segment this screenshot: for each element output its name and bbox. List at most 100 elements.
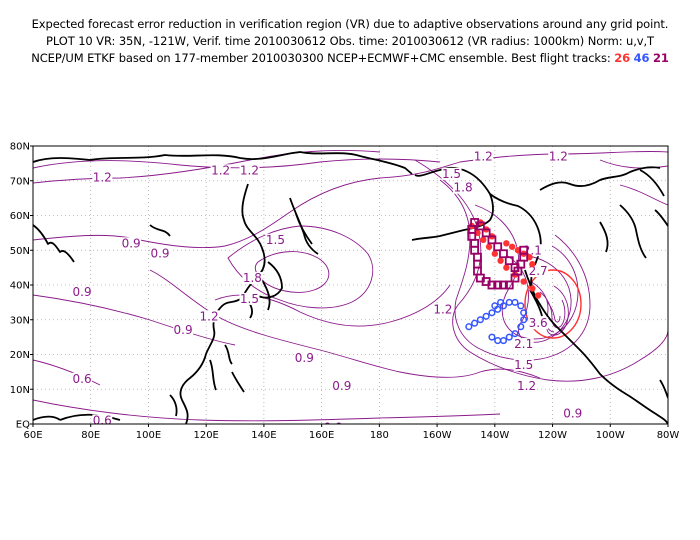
- lon-label: 120W: [538, 430, 567, 441]
- track-46-marker: [476, 316, 484, 324]
- track-26-marker: [508, 243, 516, 250]
- track-26-marker: [503, 240, 510, 247]
- longitude-labels: 60E 80E 100E 120E 140E 160E 180 160W 140W 120W 100…: [23, 430, 679, 441]
- track-46-marker: [497, 298, 505, 306]
- track-46-marker: [491, 302, 499, 310]
- contour-label: 1.2: [549, 149, 568, 163]
- lat-label: 10N: [10, 385, 30, 396]
- contour-label: 1.5: [442, 167, 461, 181]
- track-21-marker: [493, 242, 503, 252]
- contour-label-bg: [323, 421, 344, 424]
- contour-label-bg: [294, 351, 315, 364]
- lon-label: 80E: [81, 430, 100, 441]
- lon-label: 160W: [423, 430, 452, 441]
- track-21-marker: [504, 256, 514, 266]
- lat-label: 40N: [10, 281, 30, 292]
- contour-label: 1.2: [93, 170, 112, 184]
- track-26-marker: [520, 278, 527, 285]
- contour-label: 3.6: [529, 316, 548, 330]
- lon-label: 140E: [251, 430, 276, 441]
- verification-region-circle: [524, 269, 582, 339]
- contour-label: 1.2: [240, 163, 259, 177]
- contour-label: 0.6: [73, 372, 92, 386]
- track-46-marker: [511, 330, 519, 338]
- contour-label: 1.5: [240, 292, 259, 306]
- contour-label: 0.9: [174, 323, 193, 337]
- track-26-marker: [503, 264, 510, 271]
- contour-label: 0.9: [563, 407, 582, 421]
- lat-label: 20N: [10, 350, 30, 361]
- lon-label: 160E: [309, 430, 334, 441]
- track-26-marker: [534, 292, 542, 299]
- track-46-marker: [511, 298, 519, 306]
- contour-label: 2.1: [514, 337, 533, 351]
- track-21-marker: [467, 231, 477, 241]
- lat-label: 50N: [10, 246, 30, 257]
- lon-label: 180: [370, 430, 389, 441]
- track-number-21: 21: [652, 51, 669, 65]
- contour-label-bg: [121, 237, 142, 250]
- contour-label-bg: [210, 164, 231, 177]
- lat-label: 70N: [10, 176, 30, 187]
- lon-label: 120E: [193, 430, 218, 441]
- contour-label-bg: [92, 171, 113, 184]
- contour-label: 1.8: [454, 181, 473, 195]
- contour-label: 1.5: [266, 233, 285, 247]
- lat-label: 30N: [10, 315, 30, 326]
- contour-label: 0.9: [73, 285, 92, 299]
- title-line-1: Expected forecast error reduction in ver…: [31, 17, 669, 31]
- contour-label-bg: [441, 167, 462, 180]
- title-line-3-prefix: NCEP/UM ETKF based on 177-member 2010030…: [31, 51, 611, 65]
- contour-label-bg: [528, 317, 549, 330]
- contour-label-bg: [92, 414, 113, 424]
- contour-label: 1.2: [474, 149, 493, 163]
- track-46-marker: [505, 333, 513, 341]
- track-26-marker: [480, 236, 487, 244]
- contour-label-bg: [548, 150, 569, 163]
- latitude-labels: 80N 70N 60N 50N 40N 30N 20N 10N EQ: [10, 142, 30, 431]
- contour-label: 1.2: [200, 309, 219, 323]
- track-26-marker: [529, 260, 536, 268]
- contour-label: 0.9: [332, 379, 351, 393]
- contour-label-bg: [331, 379, 352, 392]
- track-46-marker: [520, 309, 528, 317]
- track-number-46: 46: [633, 51, 650, 65]
- track-21-marker: [487, 235, 497, 245]
- contour-label-bg: [432, 303, 453, 316]
- track-46-marker: [488, 333, 496, 341]
- contour-label-bg: [150, 247, 170, 260]
- contour-label-bg: [173, 324, 194, 337]
- track-46-marker: [517, 302, 525, 310]
- lon-label: 60E: [23, 430, 42, 441]
- lat-label: 60N: [10, 211, 30, 222]
- contour-label: 2.7: [529, 264, 548, 278]
- contour-label-bg: [516, 379, 537, 392]
- track-21-marker: [510, 263, 520, 273]
- track-21-marker: [499, 280, 508, 290]
- lon-label: 140W: [480, 430, 509, 441]
- contour-label-bg: [473, 150, 494, 163]
- contour-label-bg: [72, 285, 93, 298]
- track-21-marker: [475, 221, 485, 231]
- contour-label-bg: [239, 164, 260, 177]
- contour-label-bg: [453, 181, 474, 194]
- lat-label: 80N: [10, 142, 30, 153]
- contour-label: 1.5: [514, 358, 533, 372]
- contour-label-bg: [513, 358, 534, 371]
- track-26-marker: [497, 257, 504, 264]
- title-line-3: NCEP/UM ETKF based on 177-member 2010030…: [0, 51, 700, 65]
- track-21-marker: [519, 245, 529, 255]
- lon-label: 100W: [596, 430, 625, 441]
- track-21-marker: [504, 280, 514, 290]
- contour-label: 1.2: [211, 163, 230, 177]
- coastlines: [33, 151, 668, 424]
- track-21-marker: [487, 280, 497, 290]
- contour-label-bg: [562, 407, 583, 420]
- track-46-marker: [482, 312, 490, 320]
- track-46-marker: [488, 309, 496, 317]
- track-46-marker: [494, 337, 502, 345]
- track-number-26: 26: [614, 51, 631, 65]
- contour-label-bg: [239, 292, 260, 305]
- contour-label: 0.9: [150, 247, 169, 261]
